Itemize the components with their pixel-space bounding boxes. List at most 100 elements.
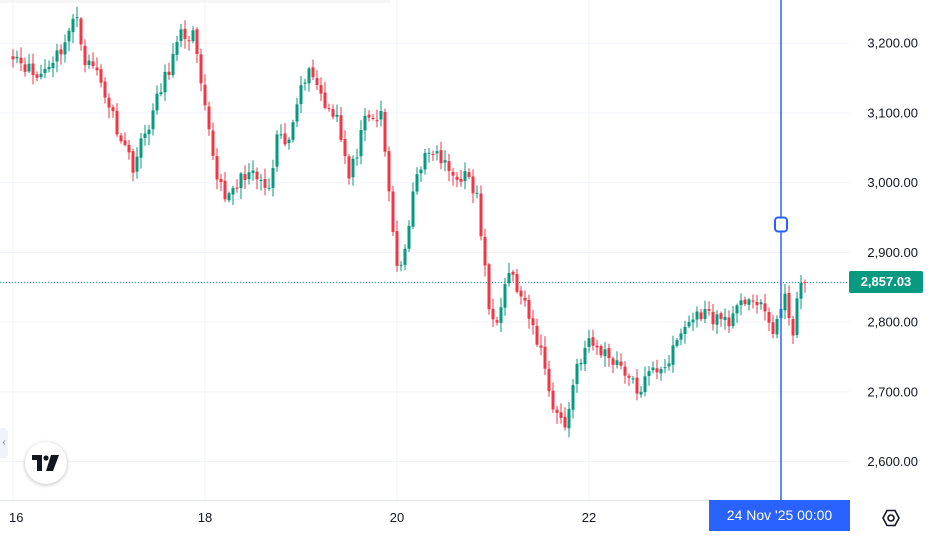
candle-down	[319, 77, 323, 102]
candle-up	[419, 166, 423, 183]
price-tick-label: 2,800.00	[867, 315, 918, 330]
candle-up	[403, 244, 407, 271]
candle-up	[179, 23, 183, 48]
chart-settings-button[interactable]	[878, 505, 904, 531]
candle-up	[63, 34, 67, 63]
price-tick-label: 3,000.00	[867, 175, 918, 190]
candle-down	[803, 279, 807, 293]
candle-down	[347, 154, 351, 185]
candle-down	[595, 340, 599, 355]
candle-up	[503, 277, 507, 316]
candle-down	[311, 59, 315, 80]
candle-up	[151, 103, 155, 136]
candle-up	[359, 120, 363, 165]
candle-up	[55, 43, 59, 73]
candle-up	[39, 64, 43, 80]
candle-down	[591, 329, 595, 351]
candle-down	[519, 286, 523, 305]
price-tick-label: 2,600.00	[867, 454, 918, 469]
grid-lines	[0, 0, 850, 500]
candle-down	[367, 110, 371, 122]
candle-up	[723, 308, 727, 330]
candle-up	[303, 78, 307, 91]
candle-up	[499, 297, 503, 333]
candle-down	[459, 170, 463, 187]
candle-down	[167, 62, 171, 80]
candle-up	[75, 6, 79, 28]
candle-up	[583, 340, 587, 371]
candle-down	[479, 185, 483, 241]
crosshair-handle[interactable]	[774, 216, 788, 233]
collapse-left-tab[interactable]: ‹	[0, 428, 8, 458]
candle-up	[67, 27, 71, 52]
candle-up	[351, 155, 355, 186]
candle-down	[719, 311, 723, 327]
candle-up	[335, 104, 339, 122]
settings-hexagon-icon	[882, 509, 900, 527]
candle-down	[563, 407, 567, 431]
time-axis[interactable]: 16 18 20 22	[9, 510, 596, 525]
time-tick-label: 18	[198, 510, 212, 525]
candle-down	[315, 70, 319, 90]
candle-up	[87, 54, 91, 69]
candle-up	[651, 361, 655, 374]
candle-down	[711, 303, 715, 331]
candle-up	[407, 220, 411, 252]
candle-down	[467, 168, 471, 179]
candle-down	[123, 132, 127, 147]
candle-down	[83, 39, 87, 73]
candle-up	[399, 261, 403, 272]
candle-down	[199, 48, 203, 92]
candle-down	[635, 369, 639, 401]
candle-down	[95, 57, 99, 76]
candle-down	[207, 101, 211, 136]
candle-up	[379, 100, 383, 127]
candle-down	[707, 301, 711, 316]
candle-up	[267, 178, 271, 191]
candle-up	[603, 342, 607, 367]
candle-down	[599, 344, 603, 359]
candle-up	[567, 402, 571, 438]
candle-up	[795, 291, 799, 339]
candle-down	[91, 52, 95, 69]
candle-down	[103, 77, 107, 104]
candle-up	[139, 132, 143, 169]
candle-down	[11, 49, 15, 68]
candle-down	[455, 172, 459, 188]
candle-down	[619, 353, 623, 370]
candle-up	[631, 375, 635, 384]
candle-up	[747, 297, 751, 311]
price-tick-label: 2,900.00	[867, 245, 918, 260]
candle-down	[219, 174, 223, 192]
candle-up	[275, 130, 279, 172]
candle-down	[323, 81, 327, 110]
candle-down	[195, 27, 199, 64]
candle-down	[395, 220, 399, 272]
candle-up	[667, 354, 671, 371]
candle-up	[639, 386, 643, 398]
time-tick-label: 22	[582, 510, 596, 525]
candle-up	[415, 167, 419, 195]
tradingview-logo[interactable]	[25, 442, 67, 484]
price-axis[interactable]: 3,200.00 3,100.00 3,000.00 2,900.00 2,800.00…	[867, 36, 918, 469]
candle-down	[387, 146, 391, 202]
candle-down	[523, 290, 527, 307]
candle-down	[699, 308, 703, 322]
candle-up	[423, 148, 427, 175]
candle-up	[411, 182, 415, 229]
candle-down	[611, 356, 615, 374]
candle-up	[575, 358, 579, 393]
candle-up	[715, 310, 719, 335]
candle-down	[543, 336, 547, 376]
candle-up	[159, 83, 163, 97]
candle-up	[647, 365, 651, 386]
candle-down	[131, 148, 135, 182]
candle-up	[51, 56, 55, 78]
candle-up	[799, 275, 803, 310]
candle-up	[287, 137, 291, 150]
candle-up	[643, 366, 647, 397]
candle-down	[339, 106, 343, 143]
candle-up	[783, 283, 787, 320]
candle-down	[343, 130, 347, 165]
